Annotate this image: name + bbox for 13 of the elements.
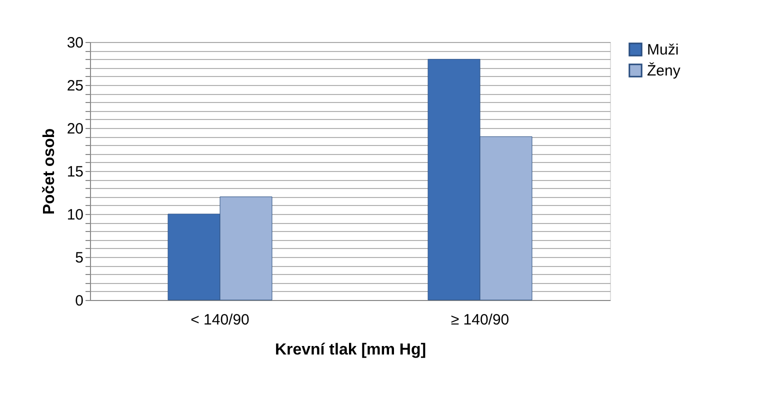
y-tick-label: 25 [66,78,84,94]
y-tick-label: 0 [75,292,84,310]
x-axis-title: Krevní tlak [mm Hg] [274,342,426,358]
y-tick-label: 30 [66,34,84,52]
y-tick-label: 10 [66,206,84,224]
legend-label: Muži [647,42,679,58]
legend-label: Ženy [647,62,681,80]
x-tick-label: ≥ 140/90 [450,312,510,328]
x-tick-label: < 140/90 [190,312,250,328]
y-axis-title: Počet osob [40,128,58,215]
y-tick-label: 5 [75,250,84,266]
y-tick-label: 15 [66,164,84,180]
y-tick-label: 20 [66,120,84,138]
